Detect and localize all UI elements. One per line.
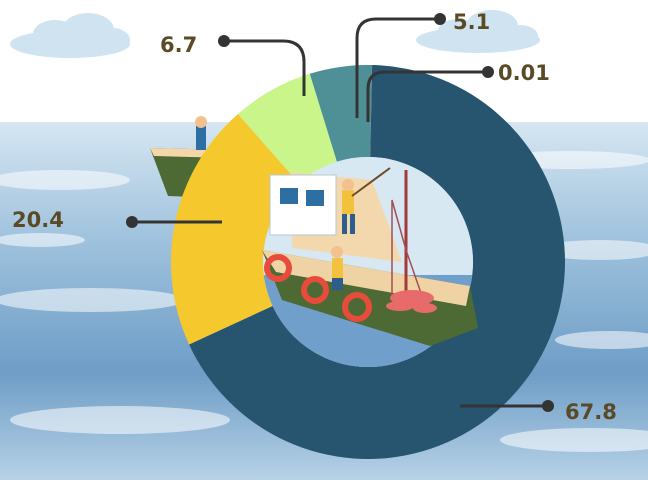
leader-6-7-dot — [218, 35, 230, 47]
data-labels: 67.8 20.4 6.7 5.1 0.01 — [12, 10, 617, 424]
data-label-20-4: 20.4 — [12, 208, 64, 232]
data-label-6-7: 6.7 — [160, 33, 197, 57]
fisherman-icon — [331, 246, 343, 290]
fisherman-icon — [342, 167, 391, 234]
slice-67-8 — [189, 65, 565, 459]
fishing-boat-icon — [262, 157, 478, 367]
leader-5-1 — [355, 17, 440, 118]
wave-streaks — [0, 151, 648, 452]
data-label-0-01: 0.01 — [498, 61, 550, 85]
leader-lines — [126, 13, 554, 412]
cabin — [269, 174, 337, 236]
leader-0-01-dot — [482, 66, 494, 78]
data-label-67-8: 67.8 — [565, 400, 617, 424]
leader-67-8-dot — [542, 400, 554, 412]
leader-5-1-dot — [434, 13, 446, 25]
slice-20-4 — [171, 114, 299, 345]
leader-0-01 — [366, 70, 488, 122]
fish-pile-icon — [386, 290, 437, 313]
leader-6-7 — [224, 39, 306, 96]
cloud-right-icon — [416, 10, 540, 53]
donut-chart — [171, 64, 565, 459]
leader-20-4-dot — [126, 216, 138, 228]
life-buoy-icon — [264, 254, 372, 322]
data-label-5-1: 5.1 — [453, 10, 490, 34]
slice-6-7 — [237, 73, 337, 184]
cloud-left-icon — [10, 13, 130, 58]
